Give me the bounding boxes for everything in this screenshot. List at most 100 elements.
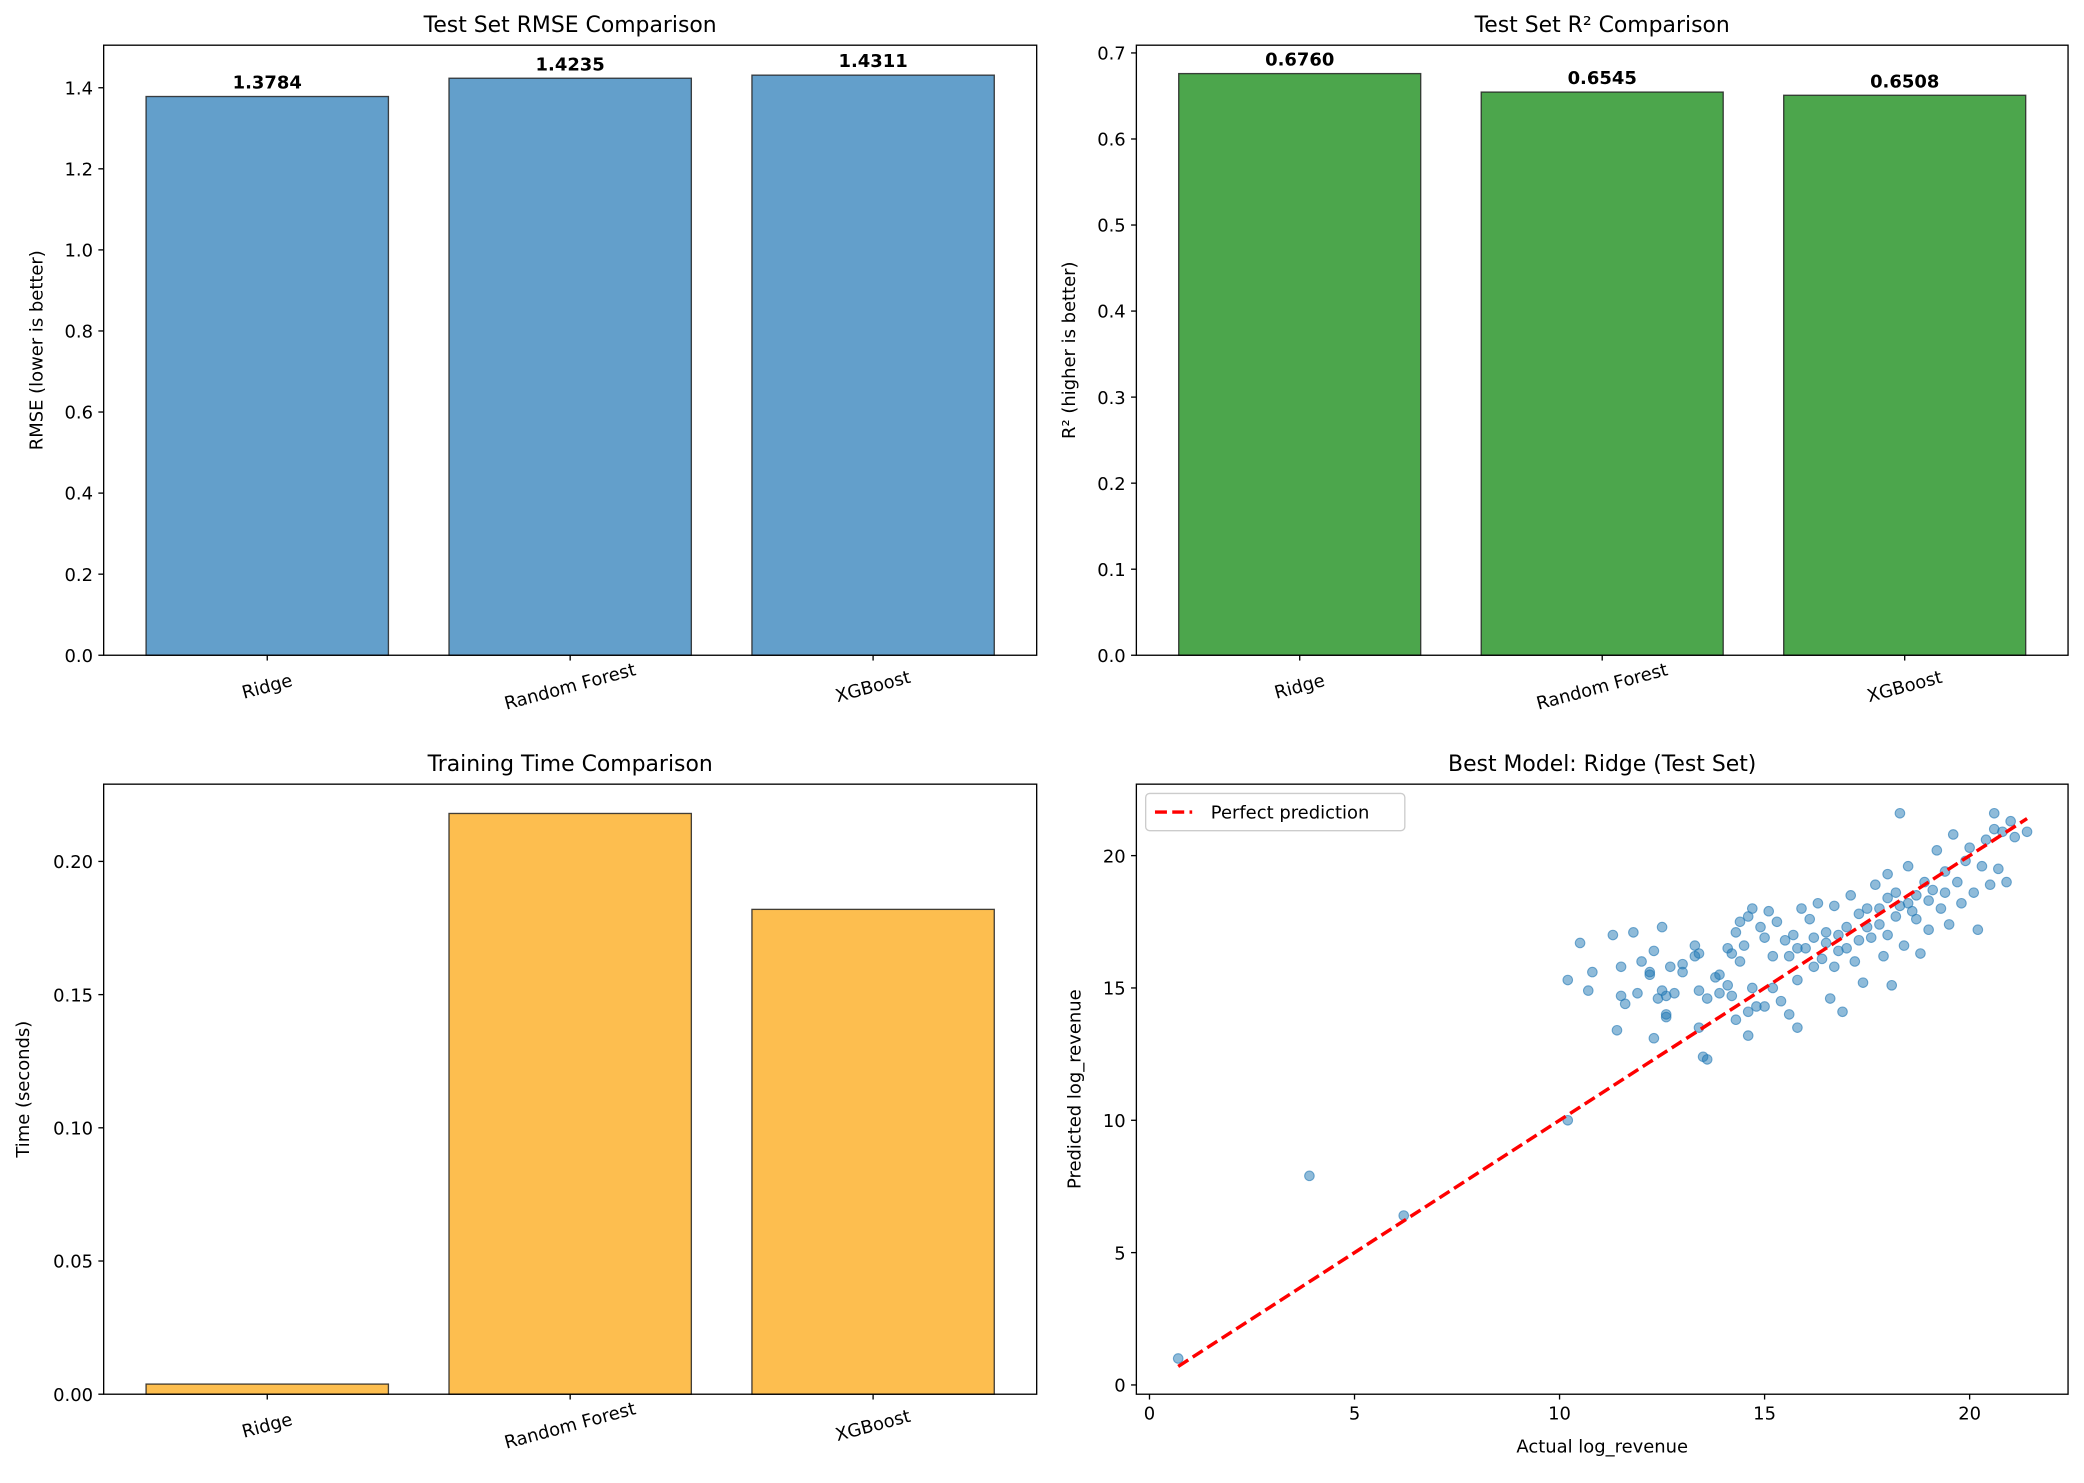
bar-2 [1783, 94, 2027, 656]
scatter-point [1677, 966, 1688, 978]
axes-frame [103, 44, 1038, 656]
y-axis-label: RMSE (lower is better) [27, 250, 48, 450]
x-tick-label: 10 [1548, 1403, 1571, 1424]
scatter-point [1923, 924, 1934, 936]
scatter-point [1767, 982, 1779, 994]
axes-frame [1135, 783, 2069, 1395]
scatter-point [1714, 969, 1725, 981]
x-tick-label: Random Forest [502, 1398, 638, 1453]
legend: Perfect prediction [1145, 792, 1406, 832]
y-tick-label: 1.0 [65, 241, 94, 262]
scatter-point [1902, 860, 1914, 872]
scatter-point [1882, 929, 1893, 941]
scatter-point [1636, 956, 1647, 967]
y-axis-label: Predicted log_revenue [1065, 989, 1086, 1189]
scatter-point [1849, 956, 1861, 967]
x-tick-label: Ridge [240, 670, 295, 704]
x-tick-label: XGBoost [833, 1406, 913, 1446]
scatter-point [1787, 929, 1799, 941]
y-tick-label: 0.0 [65, 646, 94, 667]
scatter-point [1746, 903, 1758, 914]
scatter-point [1738, 940, 1750, 951]
scatter-point [1693, 948, 1705, 959]
scatter-point [1861, 903, 1873, 914]
x-tick-label: Ridge [1272, 670, 1327, 704]
scatter-point [1582, 985, 1594, 996]
scatter-point [1607, 929, 1619, 941]
scatter-point [1562, 974, 1574, 986]
y-tick-label: 1.2 [65, 159, 94, 180]
scatter-point [1964, 842, 1975, 853]
scatter-point [1886, 979, 1898, 991]
bar-1 [1480, 91, 1724, 656]
scatter-point [1820, 927, 1832, 938]
scatter-point [1304, 1170, 1315, 1182]
y-tick-label: 15 [1103, 979, 1126, 1000]
scatter-point [1656, 921, 1668, 933]
y-tick-label: 0.15 [53, 985, 93, 1006]
scatter-point [1767, 950, 1779, 962]
scatter-point [1726, 948, 1738, 959]
x-tick-label: 0 [1144, 1403, 1155, 1424]
scatter-point [1660, 1011, 1672, 1023]
scatter-point [1796, 903, 1807, 914]
scatter-point [1742, 1030, 1754, 1041]
legend-label: Perfect prediction [1211, 803, 1370, 824]
scatter-point [1890, 887, 1902, 898]
y-tick-label: 0.3 [1097, 388, 1126, 409]
y-tick-label: 0 [1114, 1376, 1125, 1397]
scatter-point [1730, 927, 1742, 938]
bar-2 [751, 74, 995, 656]
bar-0 [145, 95, 390, 656]
scatter-point [1894, 807, 1906, 819]
data-label: 0.6545 [1568, 68, 1637, 89]
scatter-point [1927, 884, 1939, 896]
scatter-point [1587, 966, 1598, 978]
scatter-point [1804, 913, 1816, 925]
scatter-point [1853, 934, 1865, 946]
scatter-point [1898, 940, 1910, 951]
scatter-point [1763, 905, 1775, 917]
scatter-point [1993, 863, 2004, 875]
x-tick-label: Random Forest [1534, 659, 1670, 714]
scatter-point [1939, 887, 1951, 898]
scatter-point [2001, 876, 2012, 888]
scatter-point [1878, 950, 1889, 962]
scatter-point [1808, 932, 1820, 943]
scatter-point [1701, 993, 1713, 1004]
scatter-point [1734, 956, 1746, 967]
scatter-point [1935, 903, 1947, 914]
chart-title: Test Set RMSE Comparison [423, 13, 717, 38]
scatter-point [1828, 961, 1840, 973]
chart-title: Best Model: Ridge (Test Set) [1448, 752, 1756, 777]
scatter-point [1915, 948, 1926, 959]
scatter-point [1693, 985, 1705, 996]
y-tick-label: 0.00 [53, 1385, 93, 1406]
scatter-point [1853, 908, 1865, 920]
scatter-point [2009, 831, 2021, 843]
scatter-point [1742, 1006, 1754, 1018]
y-tick-label: 0.1 [1097, 560, 1126, 581]
y-tick-label: 0.8 [65, 322, 94, 343]
data-label: 1.4235 [536, 54, 605, 75]
chart-panel-3: Best Model: Ridge (Test Set) 0 5 10 15 20 Actu… [1065, 752, 2069, 1458]
scatter-point [1857, 977, 1869, 988]
scatter-point [1628, 927, 1639, 938]
legend-box [1145, 792, 1406, 832]
scatter-point [1988, 807, 2000, 819]
scatter-point [1931, 845, 1943, 856]
scatter-point [1824, 993, 1836, 1004]
bar-1 [448, 77, 693, 656]
scatter-point [1574, 937, 1586, 949]
scatter-point [1726, 990, 1738, 1002]
x-tick-label: XGBoost [833, 667, 913, 707]
scatter-point [1615, 961, 1627, 973]
x-tick-label: 15 [1753, 1403, 1776, 1424]
scatter-point [1619, 998, 1631, 1010]
scatter-point [1783, 1009, 1795, 1020]
scatter-point [1882, 868, 1893, 880]
y-tick-label: 20 [1103, 846, 1126, 867]
scatter-point [1984, 879, 1996, 891]
chart-panel-1: Test Set R² Comparison 0.6760 Ridge 0.6545 R… [1059, 13, 2069, 715]
scatter-point [1701, 1054, 1713, 1065]
